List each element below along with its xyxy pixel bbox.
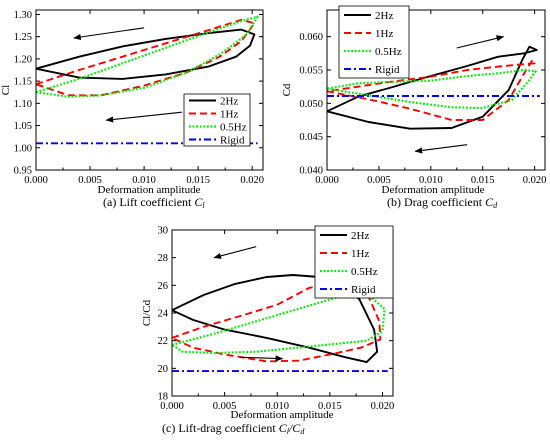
series-line-2hz xyxy=(35,28,256,80)
y-tick-label: 0.060 xyxy=(299,32,323,43)
legend-label: Rigid xyxy=(351,284,376,296)
x-tick-label: 0.000 xyxy=(315,175,339,186)
panel-caption: (b) Drag coefficient Cd xyxy=(387,195,498,210)
chart-panel-1: 0.000 0.005 0.010 0.015 0.020 0.95 1.00 1.05 1.1… xyxy=(0,9,264,210)
panel-caption: (a) Lift coefficient Cl xyxy=(103,195,205,210)
legend-label: 1Hz xyxy=(351,248,369,260)
x-tick-label: 0.010 xyxy=(265,401,289,412)
plot-frame xyxy=(326,9,546,171)
legend-box xyxy=(314,225,394,299)
x-tick-label: 0.010 xyxy=(419,175,443,186)
y-tick-label: 0.040 xyxy=(299,166,323,177)
panel-caption: (c) Lift-drag coefficient Cl/Cd xyxy=(162,421,305,436)
legend: 2Hz 1Hz 0.5Hz Rigid xyxy=(338,5,410,79)
y-tick-label: 22 xyxy=(158,336,169,347)
direction-arrow xyxy=(213,246,257,259)
y-tick-label: 1.00 xyxy=(14,143,32,154)
legend-label: 2Hz xyxy=(351,230,369,242)
series-line-05hz xyxy=(326,68,537,110)
legend-label: 1Hz xyxy=(375,28,393,40)
y-tick-label: 0.055 xyxy=(299,66,323,77)
y-tick-label: 20 xyxy=(158,364,169,375)
y-tick-label: 1.05 xyxy=(14,121,32,132)
y-axis-title: Cl/Cd xyxy=(141,299,153,326)
x-tick-label: 0.015 xyxy=(471,175,495,186)
y-axis-title: Cl xyxy=(0,85,12,95)
direction-arrow xyxy=(105,111,182,123)
y-tick-label: 1.25 xyxy=(14,32,32,43)
chart-panel-2: 0.000 0.005 0.010 0.015 0.020 0.040 0.045 0.050… xyxy=(281,5,547,210)
x-tick-label: 0.020 xyxy=(240,175,264,186)
legend-label: Rigid xyxy=(375,64,400,76)
y-tick-label: 0.045 xyxy=(299,132,323,143)
x-axis-title: Deformation amplitude xyxy=(98,184,201,196)
direction-arrow xyxy=(73,27,145,41)
x-tick-label: 0.015 xyxy=(318,401,342,412)
y-tick-label: 24 xyxy=(158,309,169,320)
legend-label: 1Hz xyxy=(220,109,238,121)
direction-arrow xyxy=(240,355,284,362)
y-tick-label: 30 xyxy=(158,226,169,237)
chart-panel-3: 0.000 0.005 0.010 0.015 0.020 18 20 22 24 26 28 30 D… xyxy=(141,226,394,437)
y-tick-label: 28 xyxy=(158,253,169,264)
x-tick-label: 0.005 xyxy=(213,401,237,412)
series-line-1hz xyxy=(326,59,536,121)
legend-box xyxy=(183,93,251,147)
x-tick-label: 0.020 xyxy=(371,401,395,412)
y-tick-label: 0.95 xyxy=(14,166,32,177)
y-tick-label: 0.050 xyxy=(299,99,323,110)
x-tick-label: 0.000 xyxy=(160,401,184,412)
y-tick-label: 1.10 xyxy=(14,99,32,110)
y-tick-label: 1.20 xyxy=(14,54,32,65)
y-axis-title: Cd xyxy=(281,83,293,96)
direction-arrow xyxy=(456,35,505,49)
legend-label: 0.5Hz xyxy=(220,122,247,134)
x-tick-label: 0.005 xyxy=(78,175,102,186)
x-tick-label: 0.015 xyxy=(186,175,210,186)
series-line-05hz xyxy=(35,15,259,98)
x-tick-label: 0.000 xyxy=(24,175,48,186)
legend-label: 2Hz xyxy=(375,10,393,22)
x-tick-label: 0.005 xyxy=(367,175,391,186)
x-axis-title: Deformation amplitude xyxy=(231,409,334,421)
x-axis-title: Deformation amplitude xyxy=(382,184,485,196)
x-tick-label: 0.020 xyxy=(523,175,547,186)
y-tick-label: 18 xyxy=(158,392,169,403)
plot-frame xyxy=(35,9,264,171)
legend: 2Hz 1Hz 0.5Hz Rigid xyxy=(314,225,394,299)
legend-label: Rigid xyxy=(220,135,245,147)
series-line-2hz xyxy=(326,45,538,130)
x-tick-label: 0.010 xyxy=(132,175,156,186)
y-tick-label: 1.15 xyxy=(14,77,32,88)
direction-arrow xyxy=(414,144,468,154)
legend-label: 0.5Hz xyxy=(351,266,378,278)
legend-label: 2Hz xyxy=(220,96,238,108)
series-line-05hz xyxy=(171,292,386,355)
legend-box xyxy=(338,5,410,79)
y-tick-label: 26 xyxy=(158,281,169,292)
series-line-2hz xyxy=(171,274,379,364)
y-tick-label: 1.30 xyxy=(14,10,32,21)
series-line-1hz xyxy=(171,280,382,363)
legend-label: 0.5Hz xyxy=(375,46,402,58)
